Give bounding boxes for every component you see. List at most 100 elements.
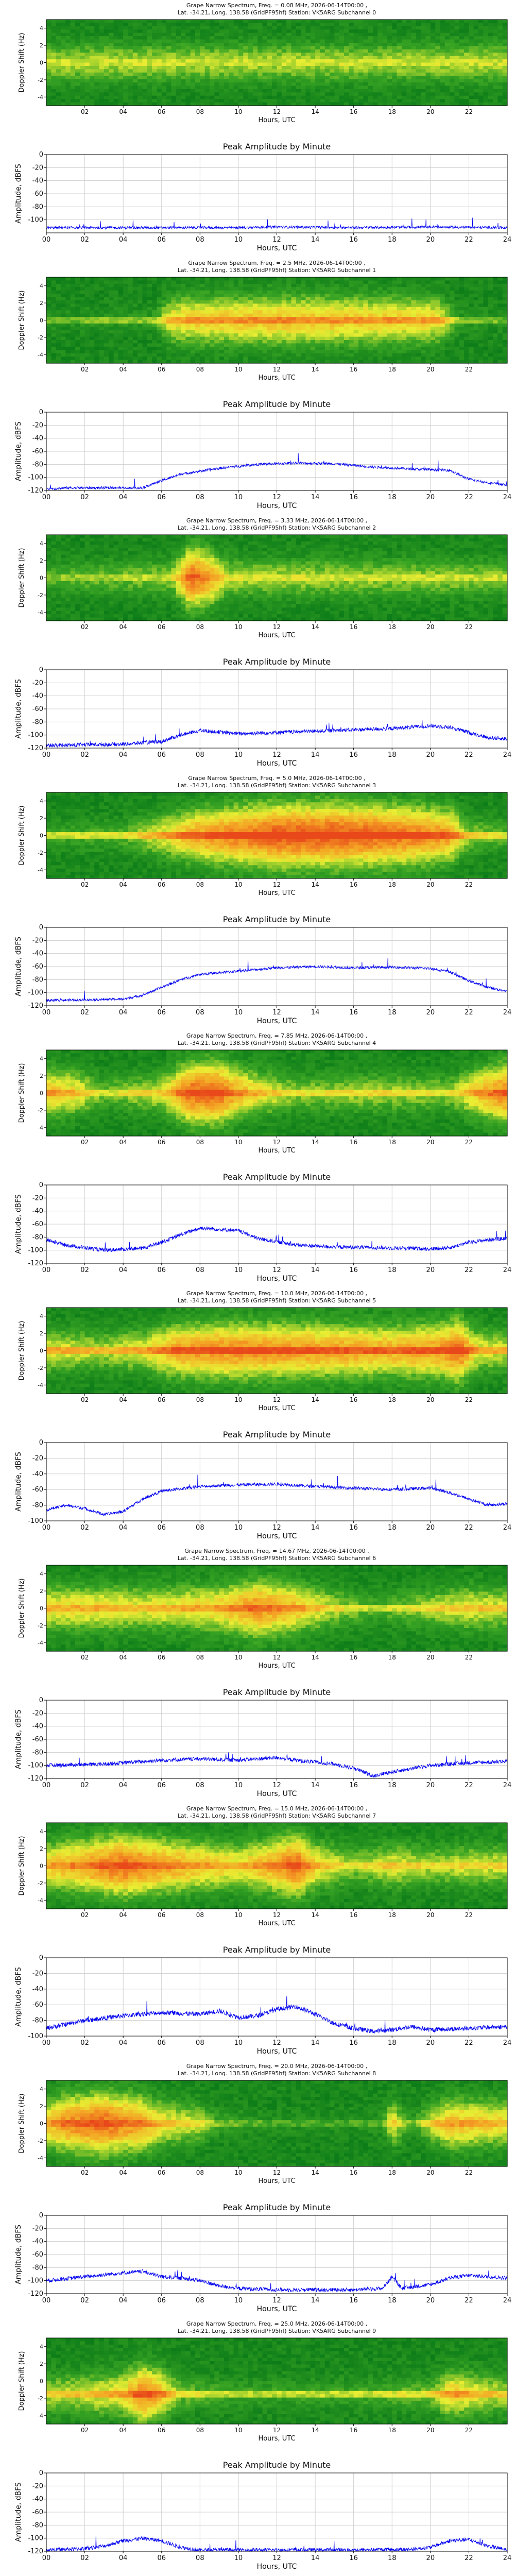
y-tick-label: 4 [40,25,43,32]
chart-title: Peak Amplitude by Minute [223,399,331,409]
y-tick-label: -60 [32,2001,43,2009]
x-tick-label: 04 [119,1911,127,1919]
x-tick-label: 04 [119,623,127,631]
x-tick-label: 00 [42,1782,51,1789]
x-tick-label: 18 [388,2554,397,2562]
x-tick-label: 18 [388,1782,397,1789]
chart-title: Peak Amplitude by Minute [223,142,331,151]
y-tick-label: -40 [32,435,43,443]
y-axis-label: Amplitude, dBFS [14,164,23,224]
x-tick-label: 22 [465,1782,473,1789]
x-tick-label: 06 [158,623,165,631]
x-axis-label: Hours, UTC [258,2177,295,2185]
x-tick-label: 16 [350,881,357,888]
y-axis-label: Amplitude, dBFS [14,1452,23,1512]
chart-title: Peak Amplitude by Minute [223,1430,331,1439]
series-line [46,2269,508,2293]
y-tick-label: -20 [32,937,43,944]
x-tick-label: 12 [272,1009,281,1016]
series-line [46,1996,508,2035]
x-tick-label: 02 [80,751,89,759]
x-axis-label: Hours, UTC [258,2435,295,2443]
x-tick-label: 08 [196,1009,204,1016]
x-tick-label: 06 [158,1654,165,1661]
x-tick-label: 20 [426,236,435,244]
spectrogram-cells [46,20,508,106]
y-tick-label: -4 [38,1124,43,1131]
x-tick-label: 14 [311,2169,319,2176]
x-tick-label: 14 [311,1396,319,1403]
spectrogram-chart: Grape Narrow Spectrum, Freq. = 10.0 MHz,… [18,1290,508,1412]
x-tick-label: 22 [465,1524,473,1532]
x-axis-label: Hours, UTC [258,1920,295,1927]
y-tick-label: -100 [28,2277,43,2285]
spectrogram-chart: Grape Narrow Spectrum, Freq. = 15.0 MHz,… [18,1805,508,1927]
y-tick-label: -20 [32,2482,43,2490]
x-tick-label: 16 [349,751,358,759]
spectrogram-chart: Grape Narrow Spectrum, Freq. = 7.85 MHz,… [18,1032,508,1155]
x-tick-label: 04 [119,108,127,115]
y-tick-label: 2 [40,557,43,564]
amplitude-chart: Peak Amplitude by Minute 00 02 04 06 08 10 12 14… [14,1687,511,1798]
y-tick-label: -80 [32,1749,43,1756]
x-tick-label: 18 [388,1009,397,1016]
x-tick-label: 08 [196,2427,204,2434]
x-tick-label: 02 [80,2554,89,2562]
x-tick-label: 22 [465,236,473,244]
y-tick-label: 2 [40,1845,43,1852]
y-tick-label: -60 [32,1221,43,1228]
y-tick-label: -4 [38,2155,43,2161]
y-tick-label: -80 [32,1502,43,1510]
chart-subtitle: Lat. -34.21, Long. 138.58 (GridPF95hf) S… [178,782,376,789]
x-tick-label: 24 [503,1009,512,1016]
x-tick-label: 10 [234,2297,243,2304]
x-axis-label: Hours, UTC [257,2047,297,2056]
spectrogram-cells [46,1050,508,1137]
x-tick-label: 22 [465,751,473,759]
x-tick-label: 18 [388,2039,397,2047]
x-tick-label: 02 [81,366,89,373]
x-tick-label: 02 [80,1524,89,1532]
x-tick-label: 22 [465,2297,473,2304]
x-tick-label: 10 [234,881,242,888]
x-axis-label: Hours, UTC [258,116,295,124]
y-tick-label: -120 [28,2290,43,2298]
x-axis-label: Hours, UTC [257,2305,297,2313]
x-tick-label: 10 [234,2554,243,2562]
x-tick-label: 04 [119,2169,127,2176]
spectrogram-chart: Grape Narrow Spectrum, Freq. = 14.67 MHz… [18,1548,508,1670]
x-tick-label: 22 [465,494,473,501]
x-tick-label: 04 [119,1524,128,1532]
x-tick-label: 18 [388,2297,397,2304]
x-tick-label: 18 [388,623,396,631]
x-tick-label: 12 [272,1782,281,1789]
x-tick-label: 22 [465,2554,473,2562]
x-tick-label: 02 [81,1654,89,1661]
x-tick-label: 08 [196,623,204,631]
y-tick-label: -40 [32,2496,43,2503]
x-tick-label: 22 [465,881,473,888]
x-tick-label: 12 [272,751,281,759]
x-axis-label: Hours, UTC [257,244,297,252]
x-tick-label: 24 [503,494,512,501]
x-tick-label: 02 [80,236,89,244]
x-tick-label: 04 [119,1782,128,1789]
y-tick-label: 0 [39,2469,43,2477]
y-tick-label: -120 [28,2548,43,2555]
y-tick-label: 4 [40,2344,43,2350]
x-tick-label: 22 [465,623,473,631]
x-tick-label: 04 [119,494,128,501]
y-tick-label: -120 [28,1775,43,1783]
x-axis-label: Hours, UTC [257,1017,297,1025]
x-tick-label: 00 [42,236,51,244]
y-tick-label: 0 [39,924,43,931]
x-tick-label: 04 [119,1396,127,1403]
y-tick-label: 4 [40,283,43,290]
grid [46,412,508,491]
x-tick-label: 20 [426,1782,435,1789]
y-tick-label: -20 [32,679,43,687]
y-tick-label: 2 [40,815,43,822]
y-tick-label: 0 [40,317,43,324]
y-tick-label: -80 [32,1233,43,1241]
y-tick-label: 0 [40,1863,43,1870]
